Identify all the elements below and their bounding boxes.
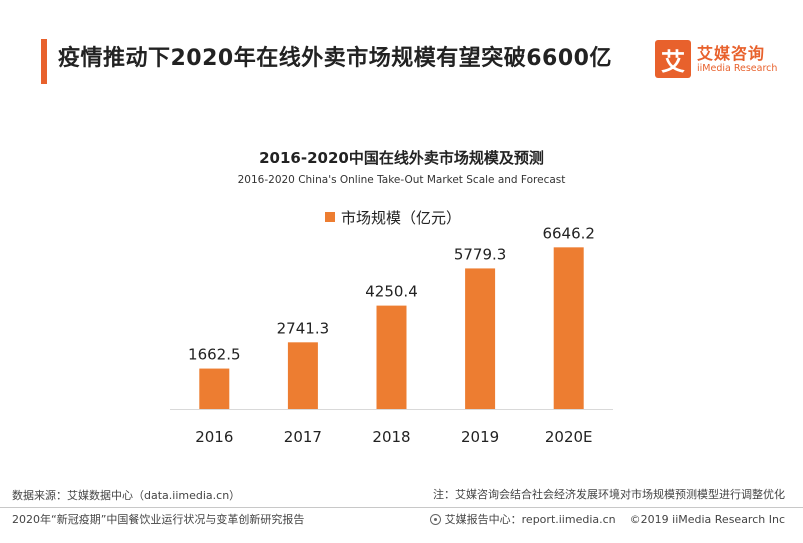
report-center-link[interactable]: 艾媒报告中心：report.iimedia.cn (444, 513, 616, 526)
data-source: 数据来源：艾媒数据中心（data.iimedia.cn） (12, 489, 241, 502)
data-label-2017: 2741.3 (277, 319, 330, 337)
bar-2019 (465, 268, 496, 409)
bar-2016 (199, 368, 230, 409)
data-label-2018: 4250.4 (365, 283, 418, 301)
x-tick-label-2017: 2017 (284, 428, 322, 446)
brand-name-en: iiMedia Research (697, 63, 778, 74)
page-title: 疫情推动下2020年在线外卖市场规模有望突破6600亿 (58, 46, 612, 71)
forecast-note: 注：艾媒咨询会结合社会经济发展环境对市场规模预测模型进行调整优化 (433, 488, 785, 501)
x-tick-label-2020E: 2020E (545, 428, 593, 446)
copyright: ©2019 iiMedia Research Inc (629, 512, 785, 526)
legend-swatch (325, 212, 335, 222)
bar-2018 (376, 305, 407, 409)
chart-title: 2016-2020中国在线外卖市场规模及预测 (259, 149, 544, 167)
x-tick-label-2018: 2018 (372, 428, 410, 446)
brand-name-cn: 艾媒咨询 (697, 44, 766, 63)
footer-divider (0, 507, 803, 508)
chart-legend: 市场规模（亿元） (325, 206, 461, 228)
brand-logo: 艾 艾媒咨询 iiMedia Research (655, 40, 783, 80)
data-label-2019: 5779.3 (454, 245, 507, 263)
bar-2017 (287, 342, 318, 409)
brand-logo-mark: 艾 (655, 40, 691, 78)
bar-2020E (553, 247, 584, 409)
data-label-2016: 1662.5 (188, 346, 241, 364)
legend-label: 市场规模（亿元） (341, 208, 462, 227)
x-tick-label-2016: 2016 (195, 428, 233, 446)
title-accent-bar (41, 39, 47, 84)
x-tick-label-2019: 2019 (461, 428, 499, 446)
chart-subtitle: 2016-2020 China's Online Take-Out Market… (237, 174, 566, 186)
bar-group: 1662.5 2016 2741.3 2017 4250.4 2018 5779.3 2019… (188, 224, 595, 446)
data-label-2020E: 6646.2 (542, 224, 595, 242)
report-title: 2020年“新冠疫期”中国餐饮业运行状况与变革创新研究报告 (12, 513, 305, 526)
footer-right: 艾媒报告中心：report.iimedia.cn ©2019 iiMedia R… (429, 511, 785, 527)
report-center-icon (429, 513, 441, 525)
